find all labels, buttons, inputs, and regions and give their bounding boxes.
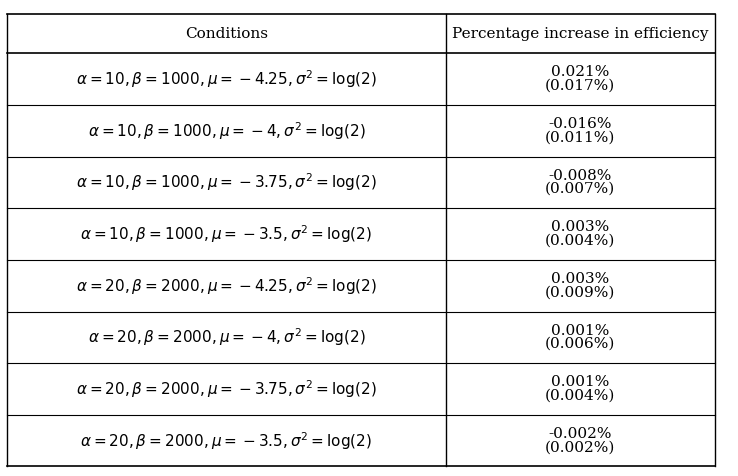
Text: 0.001%: 0.001% [551,324,610,337]
Text: (0.017%): (0.017%) [545,79,615,93]
Text: $\alpha = 20, \beta = 2000, \mu = -4, \sigma^2 = \log(2)$: $\alpha = 20, \beta = 2000, \mu = -4, \s… [88,327,365,348]
Text: Conditions: Conditions [185,27,268,41]
Text: (0.011%): (0.011%) [545,130,615,145]
Text: $\alpha = 20, \beta = 2000, \mu = -4.25, \sigma^2 = \log(2)$: $\alpha = 20, \beta = 2000, \mu = -4.25,… [76,275,377,297]
Text: 0.001%: 0.001% [551,375,610,389]
Text: (0.004%): (0.004%) [545,234,615,248]
Text: (0.004%): (0.004%) [545,389,615,403]
Text: (0.007%): (0.007%) [545,182,615,196]
Text: 0.021%: 0.021% [551,65,610,79]
Text: $\alpha = 10, \beta = 1000, \mu = -3.75, \sigma^2 = \log(2)$: $\alpha = 10, \beta = 1000, \mu = -3.75,… [76,171,377,193]
Text: $\alpha = 10, \beta = 1000, \mu = -3.5, \sigma^2 = \log(2)$: $\alpha = 10, \beta = 1000, \mu = -3.5, … [80,223,373,245]
Text: $\alpha = 10, \beta = 1000, \mu = -4.25, \sigma^2 = \log(2)$: $\alpha = 10, \beta = 1000, \mu = -4.25,… [76,68,377,90]
Text: -0.002%: -0.002% [548,427,612,441]
Text: (0.006%): (0.006%) [545,337,615,351]
Text: 0.003%: 0.003% [551,220,610,234]
Text: 0.003%: 0.003% [551,272,610,286]
Text: Percentage increase in efficiency: Percentage increase in efficiency [452,27,708,41]
Text: -0.008%: -0.008% [548,169,612,183]
Text: -0.016%: -0.016% [548,117,612,131]
Text: $\alpha = 20, \beta = 2000, \mu = -3.75, \sigma^2 = \log(2)$: $\alpha = 20, \beta = 2000, \mu = -3.75,… [76,378,377,400]
Text: $\alpha = 20, \beta = 2000, \mu = -3.5, \sigma^2 = \log(2)$: $\alpha = 20, \beta = 2000, \mu = -3.5, … [80,430,373,452]
Text: (0.002%): (0.002%) [545,440,615,455]
Text: (0.009%): (0.009%) [545,286,615,299]
Text: $\alpha = 10, \beta = 1000, \mu = -4, \sigma^2 = \log(2)$: $\alpha = 10, \beta = 1000, \mu = -4, \s… [88,120,365,142]
